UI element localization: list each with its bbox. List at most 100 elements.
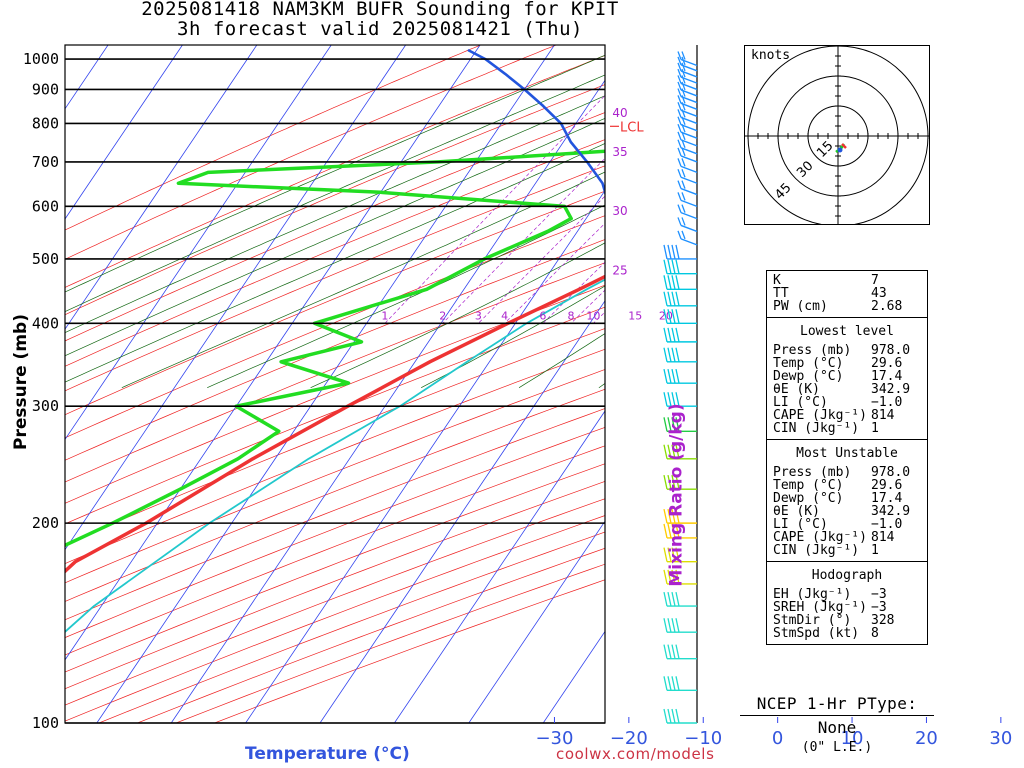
wind-barb (680, 102, 698, 110)
moist-adiabat-line (65, 143, 605, 383)
wind-barb-flag (663, 291, 668, 306)
hodograph-ring-label: 45 (772, 181, 794, 203)
wind-barb-flag (677, 158, 682, 167)
indices-row: LI (°C) −1.0 (767, 396, 927, 409)
wind-barb-flag (675, 708, 680, 724)
indices-section: Hodograph EH (Jkg⁻¹) −3 SREH (Jkg⁻¹) −3 StmDi… (767, 561, 927, 644)
index-name: TT (773, 286, 789, 301)
pressure-tick-label: 900 (32, 80, 59, 98)
wind-barb (680, 238, 698, 246)
wind-barb-flag (675, 291, 680, 306)
wind-barb-flag (681, 131, 686, 141)
wind-barb-flag (667, 259, 672, 274)
ptype-value: None (817, 718, 857, 737)
index-value: 29.6 (871, 478, 903, 493)
moist-adiabat-line (65, 74, 605, 313)
wind-barb-flag (675, 327, 680, 343)
index-value: −1.0 (871, 517, 903, 532)
wind-barb (680, 89, 698, 97)
mixing-ratio-tick-label: 8 (568, 309, 575, 322)
wind-barb-flag (681, 204, 686, 213)
index-value: 814 (871, 530, 895, 545)
mixing-ratio-line (478, 195, 605, 324)
wind-barb-flag (675, 259, 680, 274)
wind-barb (680, 155, 698, 163)
wind-barb-flag (681, 147, 686, 157)
temperature-tick-label: 30 (989, 728, 1012, 749)
pressure-tick-label: 400 (32, 314, 59, 332)
wind-barb-flag (681, 109, 686, 118)
wind-barb-flag (681, 123, 686, 133)
storm-motion-marker (837, 147, 843, 153)
wind-barb-flag (663, 417, 668, 432)
chart-title: 2025081418 NAM3KM BUFR Sounding for KPIT (141, 0, 619, 20)
hodograph-ring-label: 30 (794, 159, 816, 181)
indices-row: θE (K) 342.9 (767, 505, 927, 518)
index-name: K (773, 273, 781, 288)
temperature-tick-label: 20 (915, 728, 938, 749)
wind-barb-flag (675, 591, 680, 607)
wind-barb-flag (675, 392, 680, 407)
pressure-tick-label: 700 (32, 153, 59, 171)
wind-barb-flag (681, 230, 686, 240)
wind-barb-flag (671, 569, 676, 585)
wind-barb (680, 124, 698, 132)
wind-barb-flag (681, 62, 686, 72)
index-name: PW (cm) (773, 299, 828, 314)
wind-barb-flag (677, 180, 682, 189)
indices-table: K 7 TT 43 PW (cm) 2.68 Lowest level Press (mb) 9… (766, 270, 928, 645)
mixing-ratio-tick-label: 10 (586, 309, 600, 322)
hodograph-title: knots (751, 48, 791, 63)
wind-barb-flag (675, 244, 680, 260)
index-value: −3 (871, 587, 887, 602)
wind-barb-flag (681, 51, 686, 60)
moist-adiabat-line (421, 285, 605, 388)
wind-barb-flag (681, 169, 686, 178)
dry-adiabat-line (65, 45, 557, 260)
isotherm-line (170, 79, 605, 723)
wind-barb-flag (667, 708, 672, 724)
index-name: θE (K) (773, 504, 820, 519)
hodograph-trace (841, 143, 847, 149)
dry-adiabat-line (65, 215, 605, 439)
wind-barb-flag (667, 417, 672, 432)
wind-barb-flag (667, 509, 672, 524)
wind-barb-flag (667, 676, 672, 691)
index-name: StmSpd (kt) (773, 626, 860, 641)
wind-barb-flag (663, 259, 668, 274)
wind-barb-flag (677, 88, 682, 97)
wind-barb-flag (677, 204, 682, 213)
indices-section: K 7 TT 43 PW (cm) 2.68 (767, 271, 927, 317)
wind-barb-flag (681, 139, 686, 149)
index-name: Dewp (°C) (773, 369, 844, 384)
index-name: Dewp (°C) (773, 491, 844, 506)
wind-barb-flag (677, 169, 682, 178)
wind-barb-flag (667, 244, 672, 260)
dry-adiabat-line (65, 284, 605, 504)
credit-link[interactable]: coolwx.com/models (556, 745, 715, 763)
index-name: Temp (°C) (773, 478, 844, 493)
wind-barb-flag (681, 88, 686, 97)
wind-barb-flag (671, 708, 676, 724)
wind-barb-flag (681, 56, 686, 66)
wind-barb-flag (677, 81, 682, 91)
isotherm-line (96, 45, 555, 723)
indices-row: Press (mb) 978.0 (767, 344, 927, 357)
index-value: 1 (871, 543, 879, 558)
isotherm-line (319, 300, 605, 723)
parcel-line (467, 49, 605, 437)
wind-barb-flag (667, 309, 672, 324)
index-value: 43 (871, 286, 887, 301)
wind-barb-flag (663, 347, 668, 362)
wind-barb-flag (663, 644, 668, 659)
temperature-tick-label: −30 (535, 728, 573, 749)
index-value: 17.4 (871, 491, 903, 506)
wind-barb-flag (671, 618, 676, 633)
wind-barb-flag (667, 347, 672, 362)
index-name: θE (K) (773, 382, 820, 397)
temperature-tick-label: −20 (610, 728, 648, 749)
pressure-tick-label: 1000 (23, 50, 59, 68)
temperature-tick-label: 0 (772, 728, 783, 749)
wind-barb (680, 82, 698, 91)
